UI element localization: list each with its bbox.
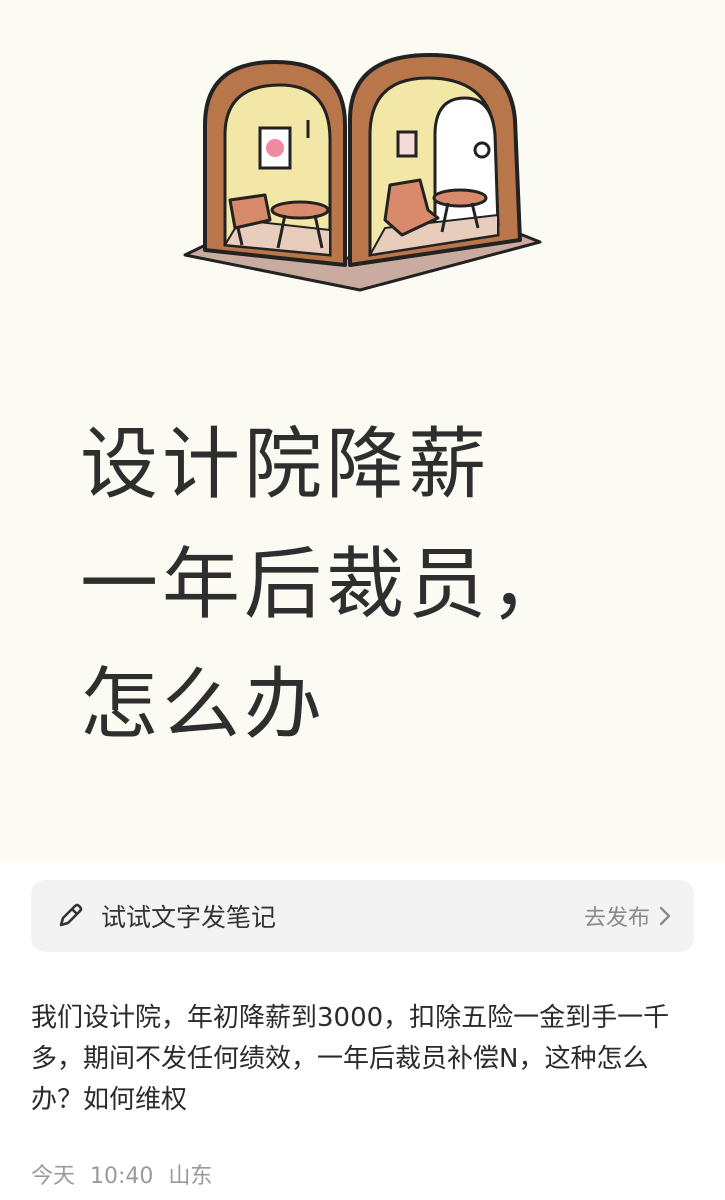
cafe-arch-illustration — [183, 53, 542, 292]
text-note-prompt-bar[interactable]: 试试文字发笔记 去发布 — [31, 880, 694, 952]
cover-title-line: 一年后裁员， — [80, 540, 573, 630]
cover-title: 设计院降薪 一年后裁员， 怎么办 — [80, 405, 680, 765]
post-location: 山东 — [168, 1164, 213, 1189]
chevron-right-icon — [659, 906, 671, 926]
post-body-text: 我们设计院，年初降薪到3000，扣除五险一金到手一千多，期间不发任何绩效，一年后… — [31, 1003, 670, 1115]
publish-link[interactable]: 去发布 — [584, 900, 672, 932]
publish-label: 去发布 — [583, 906, 650, 931]
cover-title-line: 怎么办 — [80, 660, 327, 750]
note-cover-image: 设计院降薪 一年后裁员， 怎么办 — [0, 0, 725, 862]
post-meta: 今天 10:40 山东 — [31, 1158, 212, 1190]
post-date: 今天 — [31, 1164, 76, 1189]
prompt-label: 试试文字发笔记 — [101, 903, 277, 932]
post-time: 10:40 — [90, 1164, 154, 1189]
pencil-icon — [59, 903, 83, 927]
cover-title-line: 设计院降薪 — [80, 420, 491, 510]
